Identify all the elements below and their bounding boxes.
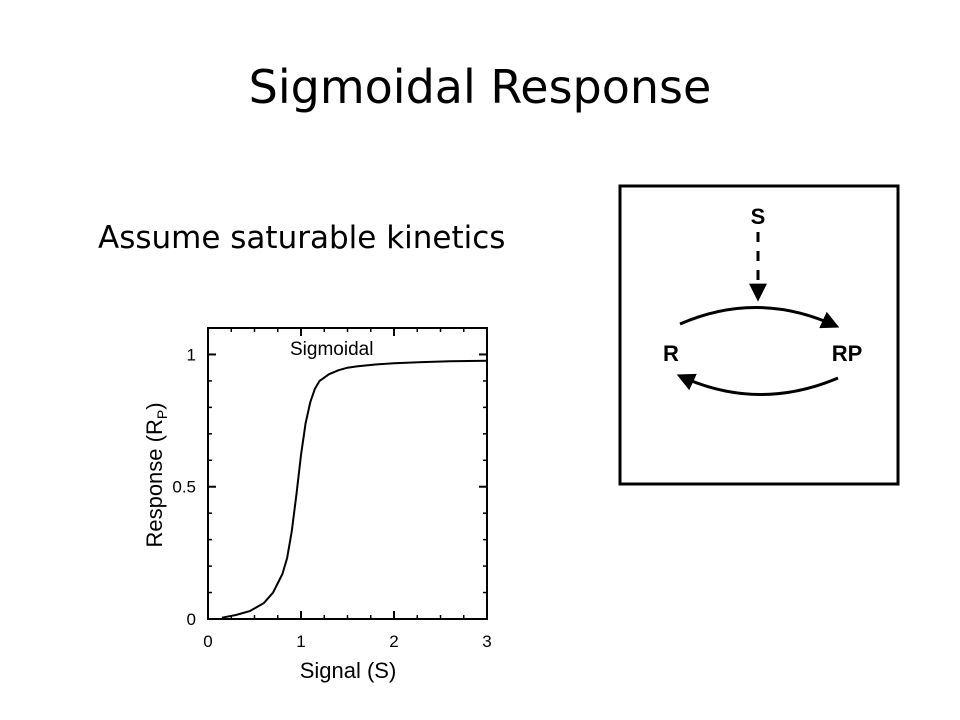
node-s: S bbox=[751, 204, 766, 229]
slide-subtitle: Assume saturable kinetics bbox=[98, 220, 506, 256]
y-tick-label: 0.5 bbox=[172, 478, 196, 497]
x-tick-label: 3 bbox=[482, 632, 491, 651]
tick-labels: 0 1 2 3 0 0.5 1 bbox=[172, 345, 491, 651]
x-tick-label: 2 bbox=[389, 632, 398, 651]
reverse-arrow bbox=[676, 373, 839, 396]
y-axis-label-close: ) bbox=[142, 402, 167, 409]
x-tick-label: 1 bbox=[296, 632, 305, 651]
y-axis-label-subscript: P bbox=[154, 410, 170, 419]
node-rp: RP bbox=[832, 341, 863, 366]
y-axis-label: Response (RP) bbox=[142, 402, 170, 547]
forward-arrow bbox=[679, 306, 840, 329]
x-axis-label: Signal (S) bbox=[300, 658, 397, 683]
y-tick-label: 1 bbox=[187, 345, 196, 364]
chart-annotation: Sigmoidal bbox=[290, 339, 373, 360]
node-r: R bbox=[663, 341, 679, 366]
y-tick-label: 0 bbox=[187, 610, 196, 629]
x-tick-label: 0 bbox=[203, 632, 212, 651]
slide-title: Sigmoidal Response bbox=[248, 60, 712, 114]
y-axis-label-main: Response (R bbox=[142, 419, 167, 547]
diagram-frame bbox=[618, 184, 900, 486]
tick-marks bbox=[207, 328, 488, 620]
response-curve bbox=[221, 359, 488, 619]
